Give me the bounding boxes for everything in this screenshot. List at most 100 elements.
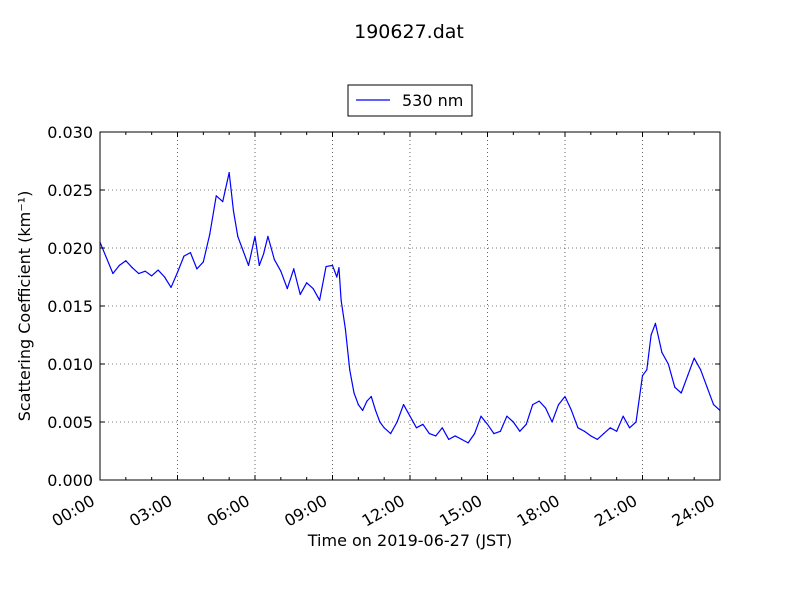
data-point (318, 299, 321, 301)
data-point (183, 255, 185, 257)
data-point (616, 430, 618, 432)
data-point (170, 286, 172, 289)
data-point (519, 430, 521, 432)
data-point (674, 386, 676, 388)
data-point (189, 252, 192, 254)
data-point (273, 259, 275, 261)
data-point (680, 392, 682, 394)
data-point (209, 233, 211, 235)
data-point (486, 423, 489, 425)
data-point (654, 322, 657, 324)
data-point (545, 407, 547, 409)
data-point (370, 395, 372, 398)
data-point (338, 267, 340, 269)
data-point (570, 409, 573, 411)
data-point (628, 427, 631, 429)
data-point (409, 415, 411, 417)
data-point (336, 276, 338, 278)
data-point (609, 427, 611, 429)
x-tick-label: 12:00 (359, 491, 408, 531)
data-point (596, 438, 598, 440)
data-point (353, 392, 355, 394)
data-point (661, 351, 663, 353)
data-point (583, 430, 585, 432)
data-point (263, 253, 265, 255)
data-point (151, 275, 153, 277)
data-point (499, 430, 502, 432)
data-point (344, 328, 347, 330)
data-point (222, 201, 224, 203)
data-point (415, 427, 418, 429)
y-axis-title: Scattering Coefficient (km⁻¹) (15, 191, 34, 422)
data-point (299, 293, 301, 295)
data-point (577, 427, 579, 429)
data-point (215, 195, 217, 197)
data-point (396, 421, 398, 423)
data-point (512, 421, 514, 423)
data-point (712, 404, 715, 406)
data-point (112, 272, 114, 275)
x-tick-label: 21:00 (591, 491, 640, 531)
x-tick-label: 24:00 (669, 491, 718, 531)
x-tick-label: 06:00 (204, 491, 253, 531)
data-point (454, 435, 456, 437)
data-point (390, 433, 392, 435)
data-point (202, 261, 204, 263)
data-point (118, 264, 120, 266)
chart-title: 190627.dat (354, 21, 464, 43)
data-point (176, 271, 179, 273)
data-point (650, 334, 652, 336)
data-point (131, 267, 133, 269)
tick-labels: 00:00 03:00 06:00 09:00 12:00 15:00 18:00 21:00… (47, 123, 718, 531)
y-tick-label: 0.005 (47, 413, 93, 432)
data-point (557, 404, 560, 406)
data-point (473, 433, 476, 435)
data-point (402, 404, 405, 406)
data-point (564, 395, 566, 398)
data-point (325, 265, 327, 268)
x-tick-label: 09:00 (281, 491, 330, 531)
data-point (357, 404, 359, 406)
data-point (280, 270, 282, 272)
data-point (267, 235, 269, 237)
data-point (138, 272, 140, 275)
data-point (532, 404, 534, 406)
data-point (646, 369, 648, 371)
data-point (635, 421, 637, 423)
data-point (667, 363, 669, 365)
y-tick-label: 0.020 (47, 239, 93, 258)
data-point (286, 288, 288, 290)
data-point (461, 438, 463, 440)
data-point (538, 400, 540, 402)
data-point (258, 264, 260, 266)
data-point (228, 172, 230, 174)
data-point (448, 438, 450, 440)
data-point (551, 421, 553, 423)
data-point (331, 264, 334, 266)
data-point (493, 433, 495, 435)
data-point (247, 264, 250, 266)
data-point (340, 299, 342, 301)
data-point (163, 276, 166, 278)
data-point (525, 423, 527, 425)
x-axis-title: Time on 2019-06-27 (JST) (307, 531, 512, 550)
data-point (312, 288, 314, 290)
data-point (693, 357, 695, 359)
y-tick-label: 0.030 (47, 123, 93, 142)
data-point (379, 421, 381, 423)
data-point (237, 235, 239, 237)
data-point (157, 269, 159, 271)
x-tick-label: 18:00 (514, 491, 563, 531)
data-layer (99, 172, 721, 444)
data-point (383, 427, 385, 429)
data-point (362, 409, 364, 411)
data-point (374, 409, 377, 411)
x-tick-label: 00:00 (49, 491, 98, 531)
data-point (334, 270, 336, 272)
data-point (349, 369, 351, 371)
data-point (241, 247, 243, 249)
data-point (306, 282, 308, 284)
y-tick-label: 0.015 (47, 297, 93, 316)
data-point (506, 415, 508, 417)
